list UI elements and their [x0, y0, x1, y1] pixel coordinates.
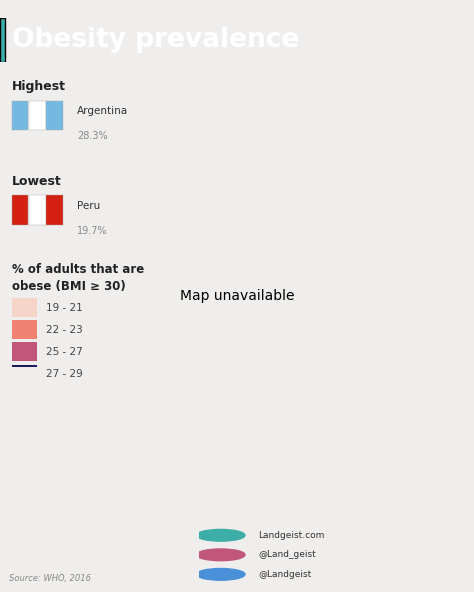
Bar: [12, 101, 28, 130]
Bar: [46, 195, 63, 225]
Text: 22 - 23: 22 - 23: [46, 325, 83, 334]
Text: 19.7%: 19.7%: [77, 226, 108, 236]
Bar: [12, 320, 37, 339]
FancyBboxPatch shape: [0, 18, 6, 62]
Text: Source: WHO, 2016: Source: WHO, 2016: [9, 574, 91, 583]
Bar: [46, 101, 63, 130]
Circle shape: [196, 549, 245, 561]
Text: Obesity prevalence: Obesity prevalence: [12, 27, 299, 53]
Text: % of adults that are
obese (BMI ≥ 30): % of adults that are obese (BMI ≥ 30): [12, 263, 145, 294]
Bar: [12, 298, 37, 317]
Circle shape: [196, 568, 245, 580]
Text: 28.3%: 28.3%: [77, 131, 108, 141]
Bar: [12, 365, 37, 384]
Text: Argentina: Argentina: [77, 106, 128, 116]
Text: Map unavailable: Map unavailable: [180, 289, 294, 303]
Text: Highest: Highest: [12, 80, 66, 93]
Bar: [12, 195, 28, 225]
Text: 27 - 29: 27 - 29: [46, 369, 83, 379]
Text: @Land_geist: @Land_geist: [258, 551, 316, 559]
Text: @Landgeist: @Landgeist: [258, 570, 312, 579]
Bar: [29, 101, 46, 130]
Text: 19 - 21: 19 - 21: [46, 303, 83, 313]
Bar: [29, 195, 46, 225]
Text: Landgeist.com: Landgeist.com: [258, 531, 325, 540]
Text: Peru: Peru: [77, 201, 100, 211]
Text: Lowest: Lowest: [12, 175, 62, 188]
Circle shape: [196, 529, 245, 541]
Text: 25 - 27: 25 - 27: [46, 347, 83, 357]
Bar: [12, 342, 37, 361]
